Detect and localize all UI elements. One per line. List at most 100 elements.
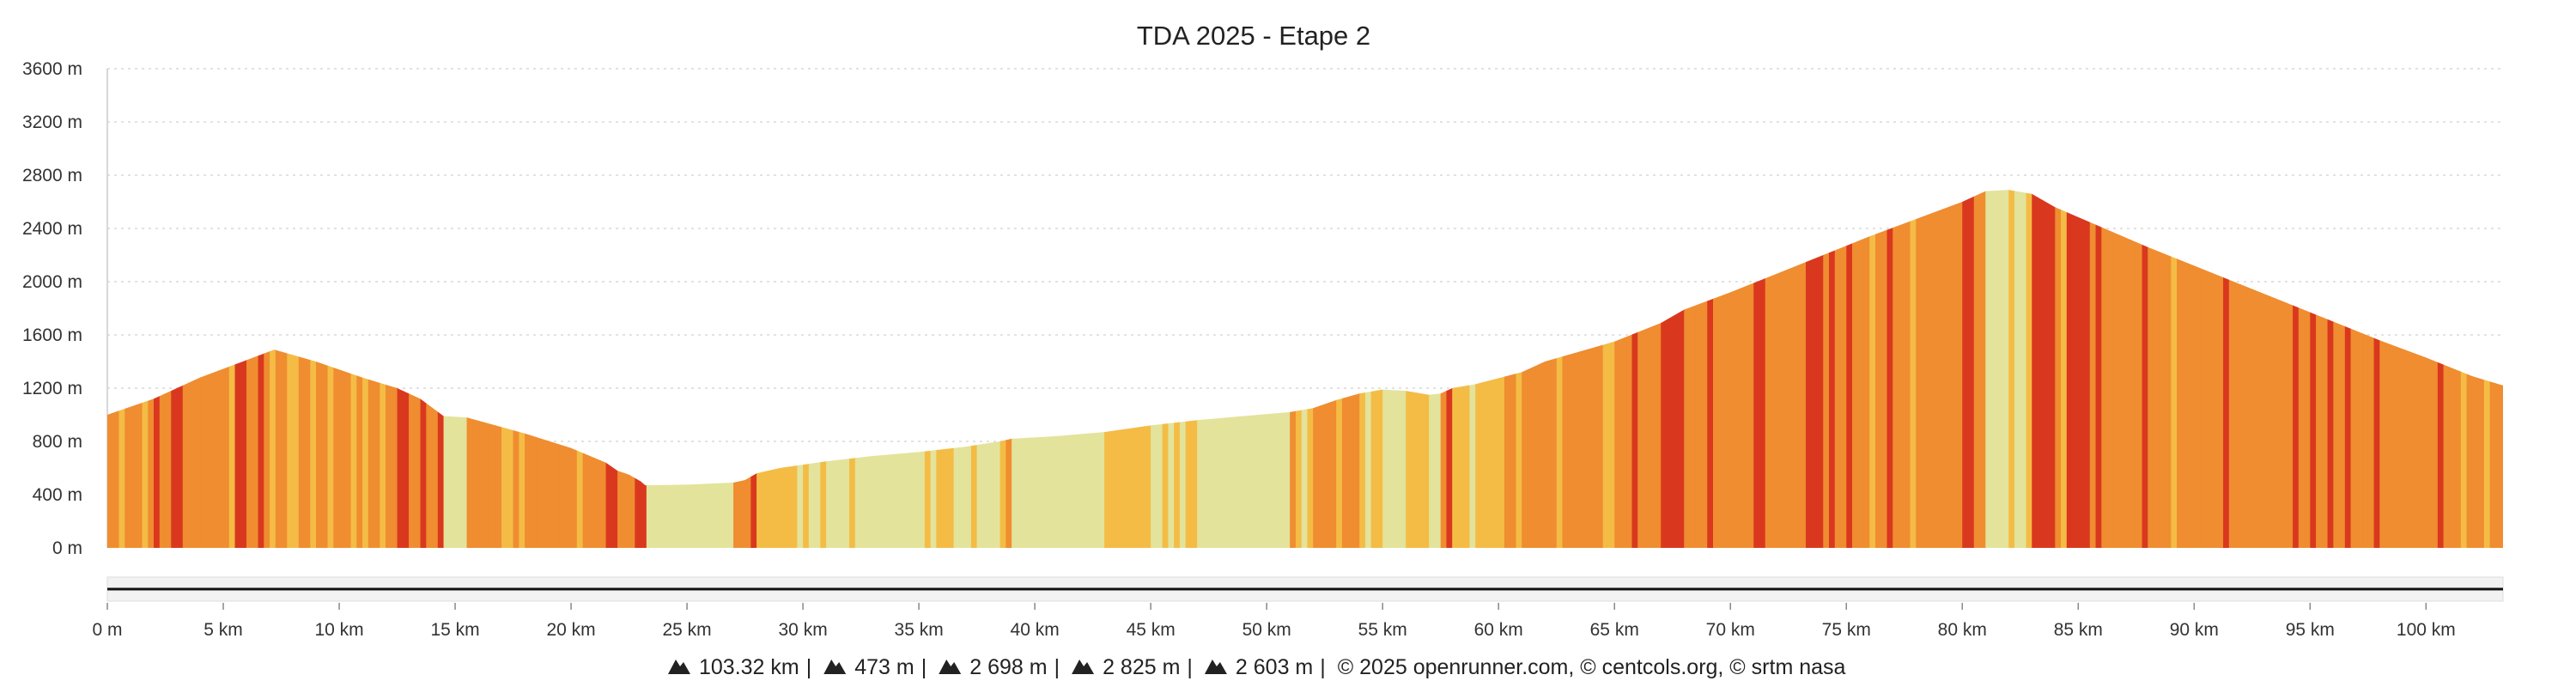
footer-stat-distance: 103.32 km (699, 655, 799, 679)
gradient-stripe (1139, 190, 1146, 548)
gradient-stripe (2118, 190, 2125, 548)
gradient-stripe (1446, 190, 1453, 548)
gradient-stripe (1846, 190, 1853, 548)
gradient-stripe (970, 190, 978, 548)
gradient-stripe (2356, 190, 2363, 548)
gradient-stripe (1777, 190, 1783, 548)
gradient-stripe (1875, 190, 1882, 548)
gradient-stripe (2182, 190, 2190, 548)
gradient-stripe (1370, 190, 1378, 548)
gradient-stripe (860, 190, 867, 548)
gradient-stripe (2066, 190, 2074, 548)
gradient-stripe (1243, 190, 1250, 548)
gradient-stripe (2061, 190, 2068, 548)
gradient-stripe (866, 190, 873, 548)
gradient-stripe (1701, 190, 1708, 548)
gradient-stripe (687, 190, 694, 548)
gradient-stripe (409, 190, 416, 548)
gradient-stripe (623, 190, 630, 548)
x-tick-label: 15 km (430, 620, 479, 640)
gradient-stripe (1718, 190, 1726, 548)
x-tick-label: 75 km (1822, 620, 1871, 640)
gradient-stripe (356, 190, 363, 548)
gradient-stripe (171, 190, 178, 548)
gradient-stripe (281, 190, 288, 548)
gradient-stripe (2275, 190, 2282, 548)
y-tick-label: 800 m (33, 432, 82, 452)
gradient-stripe (1631, 190, 1638, 548)
gradient-stripe (629, 190, 635, 548)
gradient-stripe (2304, 190, 2311, 548)
gradient-stripe (2217, 190, 2224, 548)
gradient-stripe (519, 190, 526, 548)
gradient-stripe (913, 190, 920, 548)
gradient-stripe (1168, 190, 1175, 548)
gradient-stripe (380, 190, 386, 548)
gradient-stripe (1075, 190, 1082, 548)
gradient-stripe (1145, 190, 1151, 548)
gradient-stripe (1741, 190, 1749, 548)
gradient-stripe (2240, 190, 2247, 548)
y-tick-label: 400 m (33, 485, 82, 505)
gradient-stripe (1261, 190, 1267, 548)
gradient-stripe (513, 190, 519, 548)
gradient-stripe (1950, 190, 1958, 548)
gradient-stripe (310, 190, 317, 548)
gradient-stripe (339, 190, 346, 548)
gradient-stripe (1794, 190, 1801, 548)
gradient-stripe (1081, 190, 1088, 548)
gradient-stripe (646, 190, 653, 548)
gradient-stripe (1231, 190, 1239, 548)
gradient-stripe (768, 190, 775, 548)
gradient-stripe (2136, 190, 2143, 548)
gradient-stripe (1910, 190, 1917, 548)
gradient-stripe (426, 190, 433, 548)
gradient-stripe (2403, 190, 2409, 548)
gradient-stripe (1040, 190, 1048, 548)
y-tick-label: 3200 m (22, 112, 82, 132)
chart-title: TDA 2025 - Etape 2 (1137, 21, 1370, 51)
gradient-stripe (2333, 190, 2340, 548)
gradient-stripe (1735, 190, 1743, 548)
gradient-stripe (959, 190, 966, 548)
gradient-stripe (721, 190, 728, 548)
gradient-stripe (1151, 190, 1157, 548)
gradient-stripe (2228, 190, 2236, 548)
footer-separator: | (1320, 655, 1326, 679)
gradient-stripe (1324, 190, 1332, 548)
gradient-stripe (1307, 190, 1314, 548)
gradient-stripe (1220, 190, 1227, 548)
gradient-stripe (107, 190, 114, 548)
gradient-stripe (148, 190, 155, 548)
x-tick-label: 70 km (1706, 620, 1755, 640)
max-elevation-icon (939, 660, 962, 674)
elevation-loss-icon (1204, 660, 1227, 674)
gradient-stripe (495, 190, 502, 548)
gradient-stripe (1968, 190, 1975, 548)
gradient-stripe (1956, 190, 1963, 548)
gradient-stripe (1359, 190, 1366, 548)
gradient-stripe (2443, 190, 2450, 548)
gradient-stripe (1811, 190, 1819, 548)
gradient-stripe (831, 190, 839, 548)
gradient-stripe (611, 190, 618, 548)
gradient-stripe (2449, 190, 2456, 548)
gradient-stripe (321, 190, 329, 548)
footer-stat-elevation-loss: 2 603 m (1236, 655, 1313, 679)
gradient-stripe (1550, 190, 1558, 548)
gradient-stripe (374, 190, 380, 548)
gradient-stripe (1962, 190, 1969, 548)
gradient-stripe (1689, 190, 1697, 548)
gradient-stripe (1162, 190, 1170, 548)
gradient-stripe (605, 190, 612, 548)
gradient-stripe (588, 190, 595, 548)
y-tick-label: 1200 m (22, 379, 82, 398)
route-stats-footer: 103.32 km | 473 m | 2 698 m | 2 825 m | 2 603 m |… (668, 655, 1846, 679)
gradient-stripe (2014, 190, 2021, 548)
gradient-stripe (118, 190, 125, 548)
gradient-stripe (205, 190, 213, 548)
gradient-stripe (2460, 190, 2468, 548)
gradient-stripe (1800, 190, 1807, 548)
gradient-stripe (414, 190, 422, 548)
y-tick-label: 2800 m (22, 166, 82, 185)
